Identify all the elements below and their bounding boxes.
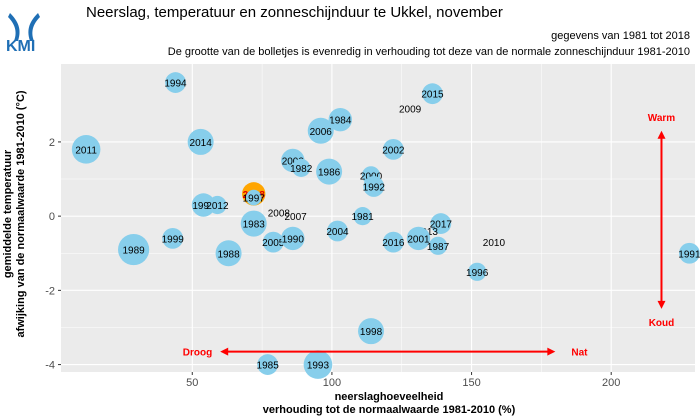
- bubble-1993: [303, 350, 333, 379]
- bubble-label-1994: 1994: [164, 79, 187, 90]
- bubble-label-1996: 1996: [192, 201, 215, 212]
- koud-label: Koud: [649, 318, 675, 329]
- bubble-1998: [358, 318, 385, 345]
- arrow-head: [220, 347, 229, 356]
- bubble-label-2015: 2015: [421, 90, 444, 101]
- bubble-label-2014: 2014: [190, 138, 213, 149]
- bubble-1985: [257, 354, 279, 375]
- bubble-1991: [679, 242, 700, 264]
- bubble-label-1996: 1996: [466, 268, 489, 279]
- bubble-label-1987: 1987: [427, 242, 450, 253]
- bubble-label-1990: 1990: [282, 234, 305, 245]
- bubble-label-1991: 1991: [678, 249, 700, 260]
- bubble-2016: [382, 231, 404, 253]
- bubble-label-1983: 1983: [243, 220, 266, 231]
- bubble-1983: [240, 210, 267, 237]
- x-tick-label: 200: [602, 377, 620, 389]
- bubble-label-1984: 1984: [329, 116, 352, 127]
- bubble-2011: [71, 135, 101, 164]
- bubble-label-2008: 2008: [268, 208, 291, 219]
- grid-lines: [61, 64, 695, 372]
- bubble-2004: [327, 220, 348, 242]
- bubble-label-2010: 2010: [483, 238, 506, 249]
- warm-label: Warm: [648, 113, 676, 124]
- x-tick-label: 150: [462, 377, 480, 389]
- x-tick-label: 100: [323, 377, 341, 389]
- nat-label: Nat: [571, 348, 588, 359]
- bubble-1989: [118, 233, 150, 266]
- bubble-1994: [165, 72, 186, 93]
- bubble-label-2017: 2017: [430, 220, 453, 231]
- bubble-1987: [428, 236, 448, 255]
- arrows-layer: Warm Koud Droog Nat: [183, 113, 676, 359]
- bubble-1996: [468, 262, 487, 281]
- x-tick-label: 50: [186, 377, 198, 389]
- bubble-label-2011: 2011: [75, 145, 97, 156]
- bubble-1992: [363, 176, 385, 197]
- bubble-1999: [162, 228, 184, 249]
- bubble-label-1989: 1989: [122, 246, 145, 257]
- bubble-2017: [430, 213, 452, 234]
- bubble-label-2007: 2007: [284, 212, 307, 223]
- bubble-1981: [353, 207, 372, 226]
- bubble-label-2009: 2009: [399, 105, 422, 116]
- chart-title: Neerslag, temperatuur en zonneschijnduur…: [86, 4, 503, 21]
- x-axis-label-line2: verhouding tot de normaalwaarde 1981-201…: [263, 404, 516, 416]
- bubble-label-1992: 1992: [363, 182, 386, 193]
- kmi-logo: [8, 13, 40, 41]
- bubble-1984: [328, 107, 352, 132]
- bubble-label-1981: 1981: [352, 212, 375, 223]
- bubble-2012: [208, 195, 227, 215]
- bubble-label-1998: 1998: [360, 327, 383, 338]
- bubble-label-2005: 2005: [262, 238, 285, 249]
- bubble-label-1997: 1997: [243, 194, 266, 205]
- bubble-size-note: De grootte van de bolletjes is evenredig…: [167, 46, 690, 58]
- bubble-label-2006: 2006: [310, 127, 333, 138]
- bubble-label-2004: 2004: [326, 227, 349, 238]
- bubble-label-1988: 1988: [217, 249, 240, 260]
- y-axis-label-line1: gemiddelde temperatuur: [2, 149, 14, 278]
- bubble-label-2001: 2001: [407, 234, 430, 245]
- bubble-2001: [406, 226, 431, 251]
- arrow-head: [657, 300, 666, 309]
- logo-text: KMI: [6, 38, 36, 55]
- droog-label: Droog: [183, 348, 212, 359]
- bubble-1990: [281, 226, 305, 251]
- bubble-2006: [307, 117, 334, 144]
- bubble-1988: [215, 240, 242, 267]
- bubble-1996: [191, 193, 216, 217]
- x-axis-label-line1: neerslaghoeveelheid: [335, 391, 444, 403]
- y-tick-label: -2: [45, 285, 55, 297]
- bubble-2015: [422, 83, 443, 105]
- bubble-label-2002: 2002: [382, 145, 405, 156]
- bubble-label-2016: 2016: [382, 238, 405, 249]
- arrow-head: [547, 347, 556, 356]
- arrow-head: [657, 130, 666, 139]
- y-axis-label-line2: afwijking van de normaalwaarde 1981-2010…: [15, 90, 27, 337]
- bubble-1997: [245, 189, 262, 206]
- bubble-label-1985: 1985: [257, 361, 280, 372]
- bubble-1986: [316, 158, 343, 185]
- bubble-label-1986: 1986: [318, 168, 341, 179]
- y-tick-label: 0: [49, 211, 55, 223]
- bubble-2014: [187, 128, 214, 155]
- bubble-label-1982: 1982: [290, 164, 313, 175]
- bubble-label-2003: 2003: [282, 156, 305, 167]
- axis-ticks: 50 100 150 200 -4 -2 0 2: [45, 137, 620, 389]
- period-note: gegevens van 1981 tot 2018: [551, 30, 690, 42]
- bubble-1982: [292, 158, 311, 178]
- bubble-label-1993: 1993: [307, 361, 330, 372]
- bubble-label-1999: 1999: [162, 234, 185, 245]
- y-tick-label: 2: [49, 137, 55, 149]
- bubble-label-2012: 2012: [206, 201, 229, 212]
- y-tick-label: -4: [45, 360, 55, 372]
- bubble-2005: [262, 231, 284, 253]
- bubble-2002: [382, 138, 404, 160]
